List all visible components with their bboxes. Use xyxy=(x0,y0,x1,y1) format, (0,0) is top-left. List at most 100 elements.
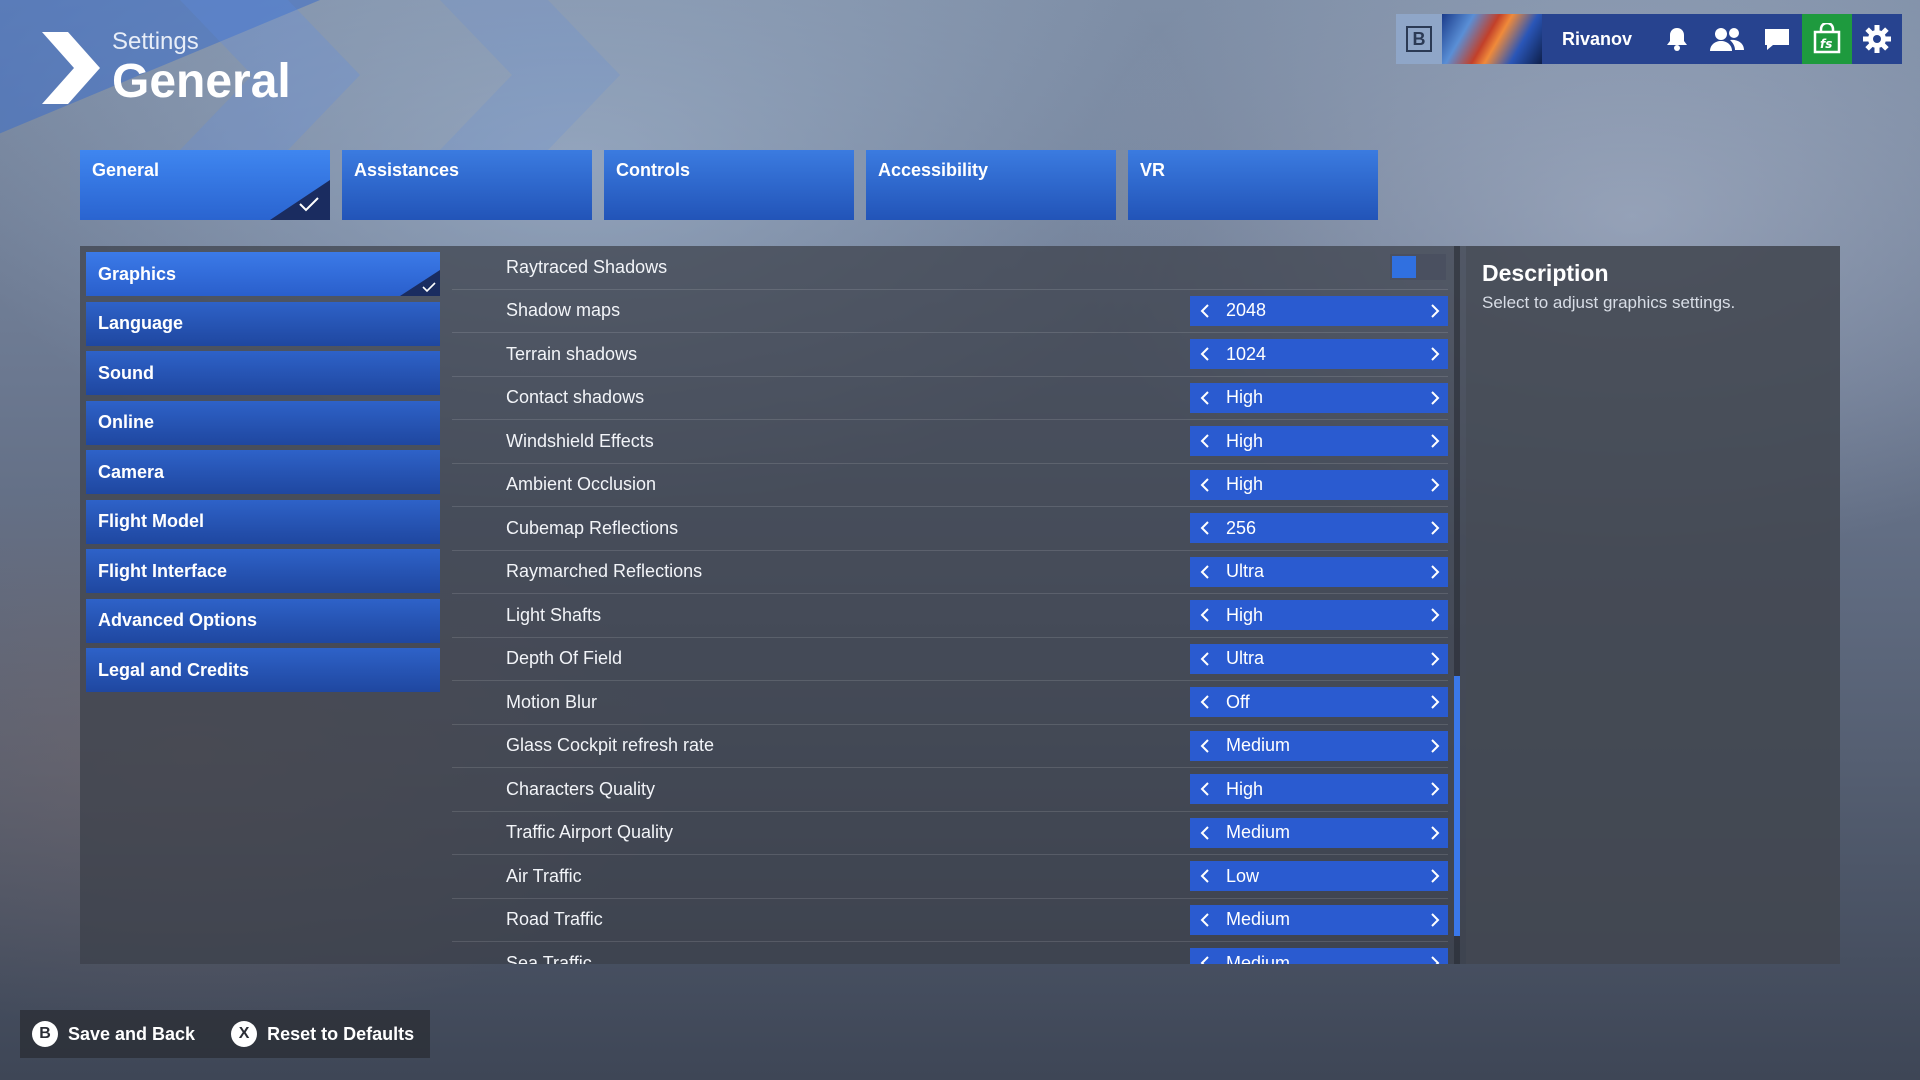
chevron-left-icon[interactable] xyxy=(1198,955,1212,964)
setting-row-contact-shadows[interactable]: Contact shadows High xyxy=(452,377,1448,420)
value-selector[interactable]: Off xyxy=(1190,687,1448,718)
sidebar-item-sound[interactable]: Sound xyxy=(86,351,440,395)
chevron-left-icon[interactable] xyxy=(1198,346,1212,362)
chevron-left-icon[interactable] xyxy=(1198,781,1212,797)
chat-icon[interactable] xyxy=(1752,14,1802,64)
chevron-left-icon[interactable] xyxy=(1198,607,1212,623)
setting-row-cubemap-reflections[interactable]: Cubemap Reflections 256 xyxy=(452,507,1448,551)
value-selector[interactable]: 256 xyxy=(1190,513,1448,544)
chevron-right-icon[interactable] xyxy=(1428,694,1442,710)
setting-row-light-shafts[interactable]: Light Shafts High xyxy=(452,594,1448,638)
chevron-left-icon[interactable] xyxy=(1198,520,1212,536)
setting-row-ambient-occlusion[interactable]: Ambient Occlusion High xyxy=(452,464,1448,507)
value-selector[interactable]: Medium xyxy=(1190,948,1448,964)
chevron-right-icon[interactable] xyxy=(1428,303,1442,319)
main-panel: Graphics Language Sound Online Camera Fl… xyxy=(80,246,1840,964)
chevron-left-icon[interactable] xyxy=(1198,738,1212,754)
sidebar-item-graphics[interactable]: Graphics xyxy=(86,252,440,296)
reset-to-defaults-button[interactable]: X Reset to Defaults xyxy=(231,1021,414,1047)
back-chevron-icon[interactable] xyxy=(42,32,100,104)
setting-row-road-traffic[interactable]: Road Traffic Medium xyxy=(452,899,1448,942)
setting-row-characters-quality[interactable]: Characters Quality High xyxy=(452,768,1448,812)
tab-assistances[interactable]: Assistances xyxy=(342,150,592,220)
chevron-right-icon[interactable] xyxy=(1428,651,1442,667)
avatar[interactable] xyxy=(1441,14,1542,64)
chevron-left-icon[interactable] xyxy=(1198,825,1212,841)
value-selector[interactable]: Medium xyxy=(1190,817,1448,848)
chevron-right-icon[interactable] xyxy=(1428,477,1442,493)
chevron-right-icon[interactable] xyxy=(1428,738,1442,754)
sidebar-item-camera[interactable]: Camera xyxy=(86,450,440,494)
friends-icon[interactable] xyxy=(1702,14,1752,64)
page-title: General xyxy=(112,55,291,108)
sidebar-item-legal-and-credits[interactable]: Legal and Credits xyxy=(86,648,440,692)
value-selector[interactable]: Ultra xyxy=(1190,643,1448,674)
chevron-right-icon[interactable] xyxy=(1428,781,1442,797)
tab-general[interactable]: General xyxy=(80,150,330,220)
sidebar-item-flight-interface[interactable]: Flight Interface xyxy=(86,549,440,593)
value-selector[interactable]: High xyxy=(1190,382,1448,413)
selector-value: Ultra xyxy=(1226,561,1265,582)
chevron-right-icon[interactable] xyxy=(1428,433,1442,449)
chevron-left-icon[interactable] xyxy=(1198,433,1212,449)
raytraced-shadows-toggle[interactable] xyxy=(1390,254,1446,281)
setting-row-traffic-airport-quality[interactable]: Traffic Airport Quality Medium xyxy=(452,812,1448,855)
chevron-right-icon[interactable] xyxy=(1428,955,1442,964)
chevron-left-icon[interactable] xyxy=(1198,651,1212,667)
sidebar-item-language[interactable]: Language xyxy=(86,301,440,346)
chevron-left-icon[interactable] xyxy=(1198,390,1212,406)
chevron-right-icon[interactable] xyxy=(1428,825,1442,841)
chevron-right-icon[interactable] xyxy=(1428,520,1442,536)
store-icon[interactable]: fs xyxy=(1802,14,1852,64)
chevron-right-icon[interactable] xyxy=(1428,346,1442,362)
sidebar-item-advanced-options[interactable]: Advanced Options xyxy=(86,598,440,643)
top-tabs: General Assistances Controls Accessibili… xyxy=(80,150,1378,220)
gear-icon[interactable] xyxy=(1852,14,1902,64)
setting-row-terrain-shadows[interactable]: Terrain shadows 1024 xyxy=(452,333,1448,377)
chevron-left-icon[interactable] xyxy=(1198,564,1212,580)
chevron-right-icon[interactable] xyxy=(1428,564,1442,580)
value-selector[interactable]: Medium xyxy=(1190,904,1448,935)
setting-row-depth-of-field[interactable]: Depth Of Field Ultra xyxy=(452,638,1448,681)
value-selector[interactable]: 2048 xyxy=(1190,295,1448,326)
chevron-left-icon[interactable] xyxy=(1198,477,1212,493)
save-and-back-button[interactable]: B Save and Back xyxy=(32,1021,195,1047)
setting-label: Traffic Airport Quality xyxy=(506,822,674,843)
chevron-left-icon[interactable] xyxy=(1198,303,1212,319)
setting-row-sea-traffic[interactable]: Sea Traffic Medium xyxy=(452,942,1448,964)
username[interactable]: Rivanov xyxy=(1561,28,1632,49)
chevron-left-icon[interactable] xyxy=(1198,694,1212,710)
bell-icon[interactable] xyxy=(1652,14,1702,64)
setting-row-shadow-maps[interactable]: Shadow maps 2048 xyxy=(452,290,1448,333)
value-selector[interactable]: Low xyxy=(1190,861,1448,892)
tab-controls[interactable]: Controls xyxy=(604,150,854,220)
page-header: Settings General xyxy=(42,30,291,106)
setting-row-raymarched-reflections[interactable]: Raymarched Reflections Ultra xyxy=(452,551,1448,594)
setting-label: Terrain shadows xyxy=(506,343,638,364)
value-selector[interactable]: High xyxy=(1190,426,1448,457)
chevron-right-icon[interactable] xyxy=(1428,607,1442,623)
chevron-right-icon[interactable] xyxy=(1428,912,1442,928)
chevron-right-icon[interactable] xyxy=(1428,390,1442,406)
value-selector[interactable]: High xyxy=(1190,774,1448,805)
value-selector[interactable]: 1024 xyxy=(1190,339,1448,370)
setting-row-glass-cockpit-refresh-rate[interactable]: Glass Cockpit refresh rate Medium xyxy=(452,725,1448,768)
b-button[interactable]: B xyxy=(1395,14,1442,64)
chevron-right-icon[interactable] xyxy=(1428,868,1442,884)
setting-row-raytraced-shadows[interactable]: Raytraced Shadows xyxy=(452,246,1448,290)
value-selector[interactable]: High xyxy=(1190,469,1448,500)
setting-row-air-traffic[interactable]: Air Traffic Low xyxy=(452,855,1448,899)
value-selector[interactable]: Medium xyxy=(1190,730,1448,761)
chevron-left-icon[interactable] xyxy=(1198,912,1212,928)
value-selector[interactable]: Ultra xyxy=(1190,556,1448,587)
scrollbar-thumb[interactable] xyxy=(1454,676,1460,936)
tab-vr[interactable]: VR xyxy=(1128,150,1378,220)
settings-scrollbar[interactable] xyxy=(1454,246,1460,964)
chevron-left-icon[interactable] xyxy=(1198,868,1212,884)
setting-row-motion-blur[interactable]: Motion Blur Off xyxy=(452,681,1448,725)
value-selector[interactable]: High xyxy=(1190,600,1448,631)
sidebar-item-online[interactable]: Online xyxy=(86,400,440,445)
setting-row-windshield-effects[interactable]: Windshield Effects High xyxy=(452,420,1448,464)
sidebar-item-flight-model[interactable]: Flight Model xyxy=(86,499,440,544)
tab-accessibility[interactable]: Accessibility xyxy=(866,150,1116,220)
